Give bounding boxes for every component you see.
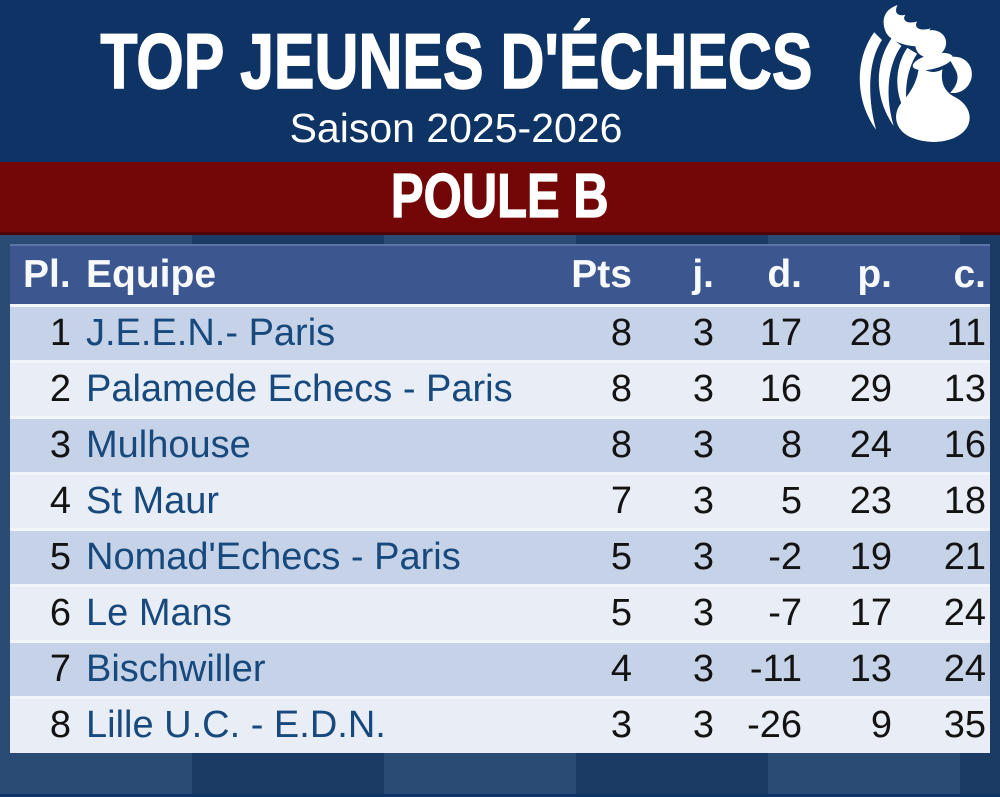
table-row: 3 Mulhouse 8 3 8 24 16	[10, 415, 990, 473]
played-cell: 3	[636, 695, 718, 753]
points-cell: 8	[570, 303, 636, 361]
table-row: 6 Le Mans 5 3 -7 17 24	[10, 583, 990, 641]
diff-cell: 5	[718, 471, 806, 529]
played-cell: 3	[636, 359, 718, 417]
against-cell: 11	[896, 303, 990, 361]
column-header-place: Pl.	[10, 244, 74, 305]
points-cell: 7	[570, 471, 636, 529]
played-cell: 3	[636, 527, 718, 585]
points-cell: 3	[570, 695, 636, 753]
rank-cell: 6	[10, 583, 74, 641]
diff-cell: -7	[718, 583, 806, 641]
table-header-row: Pl. Equipe Pts j. d. p. c.	[10, 244, 990, 305]
table-row: 1 J.E.E.N.- Paris 8 3 17 28 11	[10, 303, 990, 361]
season-subtitle: Saison 2025-2026	[289, 105, 623, 151]
rank-cell: 8	[10, 695, 74, 753]
against-cell: 21	[896, 527, 990, 585]
table-row: 7 Bischwiller 4 3 -11 13 24	[10, 639, 990, 697]
standings-table: Pl. Equipe Pts j. d. p. c. 1 J.E.E.N.- P…	[10, 244, 990, 753]
for-cell: 24	[806, 415, 896, 473]
played-cell: 3	[636, 583, 718, 641]
against-cell: 18	[896, 471, 990, 529]
poule-band: POULE B	[0, 162, 1000, 235]
column-header-against: c.	[896, 244, 990, 305]
standings-table-wrap: Pl. Equipe Pts j. d. p. c. 1 J.E.E.N.- P…	[0, 235, 1000, 794]
masthead: TOP JEUNES D'ÉCHECS Saison 2025-2026	[0, 0, 1000, 162]
team-cell: Mulhouse	[74, 415, 570, 473]
played-cell: 3	[636, 415, 718, 473]
for-cell: 19	[806, 527, 896, 585]
for-cell: 28	[806, 303, 896, 361]
for-cell: 23	[806, 471, 896, 529]
column-header-played: j.	[636, 244, 718, 305]
table-row: 4 St Maur 7 3 5 23 18	[10, 471, 990, 529]
table-row: 8 Lille U.C. - E.D.N. 3 3 -26 9 35	[10, 695, 990, 753]
column-header-diff: d.	[718, 244, 806, 305]
page-title: TOP JEUNES D'ÉCHECS	[100, 17, 813, 105]
column-header-points: Pts	[570, 244, 636, 305]
team-cell: Lille U.C. - E.D.N.	[74, 695, 570, 753]
against-cell: 13	[896, 359, 990, 417]
for-cell: 13	[806, 639, 896, 697]
team-cell: Le Mans	[74, 583, 570, 641]
points-cell: 5	[570, 583, 636, 641]
table-row: 2 Palamede Echecs - Paris 8 3 16 29 13	[10, 359, 990, 417]
played-cell: 3	[636, 303, 718, 361]
rank-cell: 2	[10, 359, 74, 417]
table-row: 5 Nomad'Echecs - Paris 5 3 -2 19 21	[10, 527, 990, 585]
poule-label: POULE B	[391, 162, 610, 231]
diff-cell: 16	[718, 359, 806, 417]
team-cell: Nomad'Echecs - Paris	[74, 527, 570, 585]
rank-cell: 3	[10, 415, 74, 473]
points-cell: 8	[570, 415, 636, 473]
team-cell: Palamede Echecs - Paris	[74, 359, 570, 417]
for-cell: 29	[806, 359, 896, 417]
for-cell: 17	[806, 583, 896, 641]
diff-cell: -11	[718, 639, 806, 697]
diff-cell: -2	[718, 527, 806, 585]
points-cell: 5	[570, 527, 636, 585]
against-cell: 24	[896, 583, 990, 641]
masthead-text: TOP JEUNES D'ÉCHECS Saison 2025-2026	[0, 0, 912, 152]
rank-cell: 4	[10, 471, 74, 529]
against-cell: 35	[896, 695, 990, 753]
diff-cell: 8	[718, 415, 806, 473]
team-cell: St Maur	[74, 471, 570, 529]
table-body: 1 J.E.E.N.- Paris 8 3 17 28 11 2 Palamed…	[10, 303, 990, 753]
diff-cell: 17	[718, 303, 806, 361]
rank-cell: 5	[10, 527, 74, 585]
played-cell: 3	[636, 639, 718, 697]
team-cell: J.E.E.N.- Paris	[74, 303, 570, 361]
column-header-for: p.	[806, 244, 896, 305]
for-cell: 9	[806, 695, 896, 753]
against-cell: 16	[896, 415, 990, 473]
against-cell: 24	[896, 639, 990, 697]
points-cell: 8	[570, 359, 636, 417]
column-header-team: Equipe	[74, 244, 570, 305]
rank-cell: 1	[10, 303, 74, 361]
rank-cell: 7	[10, 639, 74, 697]
played-cell: 3	[636, 471, 718, 529]
diff-cell: -26	[718, 695, 806, 753]
rooster-pawn-logo-icon	[845, 3, 995, 159]
points-cell: 4	[570, 639, 636, 697]
team-cell: Bischwiller	[74, 639, 570, 697]
